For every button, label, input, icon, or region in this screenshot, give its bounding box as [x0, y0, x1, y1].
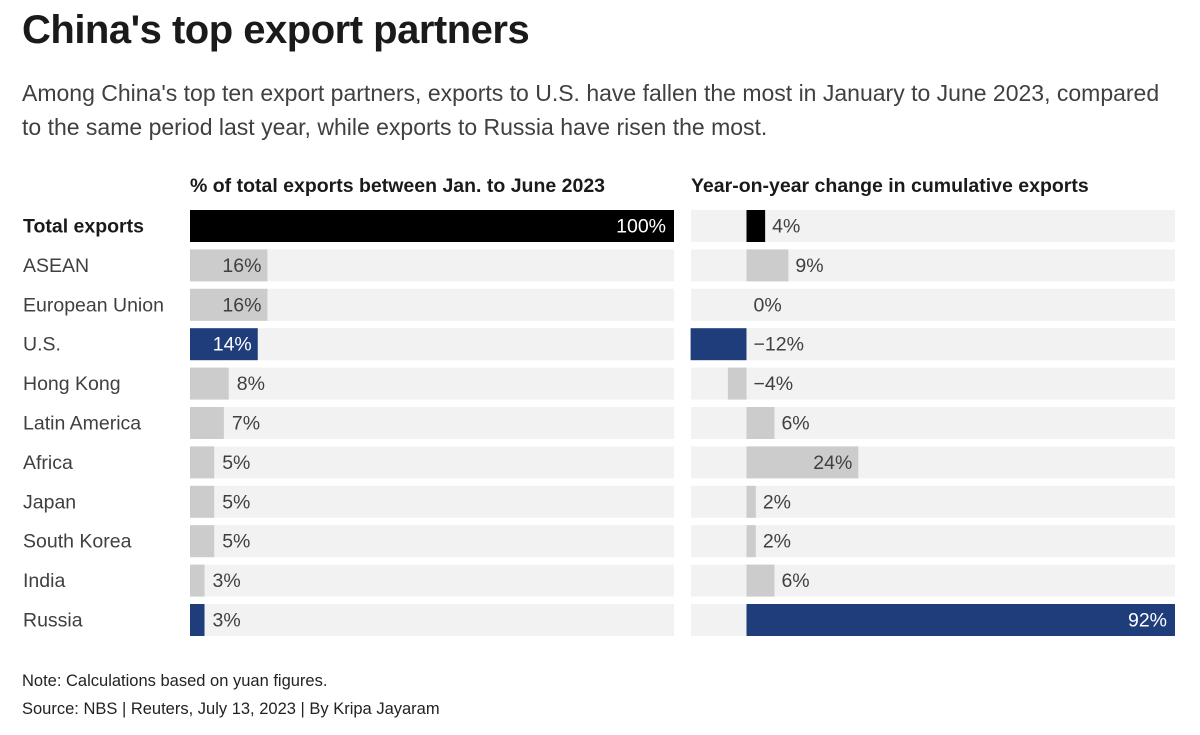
bar-track-yoy: [691, 485, 1175, 518]
bar-yoy: [746, 564, 775, 597]
data-label-yoy: 24%: [813, 452, 852, 474]
category-label: Latin America: [23, 413, 141, 435]
bar-yoy: [746, 485, 756, 518]
bar-track-share: [190, 367, 674, 400]
panel-title-share: % of total exports between Jan. to June …: [190, 175, 606, 197]
bar-track-share: [190, 328, 674, 361]
bar-share: [190, 210, 674, 242]
category-label: Russia: [23, 610, 83, 632]
bar-yoy: [746, 249, 789, 282]
chart-note: Note: Calculations based on yuan figures…: [22, 672, 328, 690]
data-label-yoy: 2%: [763, 531, 791, 553]
bar-share: [190, 328, 258, 361]
data-label-share: 100%: [616, 216, 666, 238]
bar-share: [190, 407, 224, 439]
bar-share: [190, 367, 229, 400]
bar-track-share: [190, 564, 674, 597]
category-label: ASEAN: [23, 255, 89, 277]
bar-track-share: [190, 525, 674, 558]
bar-track-yoy: [691, 328, 1175, 361]
data-label-share: 16%: [222, 294, 261, 316]
panel-title-yoy: Year-on-year change in cumulative export…: [691, 175, 1089, 197]
bar-yoy: [746, 604, 1175, 636]
bar-track-share: [190, 446, 674, 479]
bar-yoy: [746, 407, 775, 439]
bar-track-yoy: [691, 525, 1175, 558]
category-label: South Korea: [23, 531, 132, 553]
bar-track-share: [190, 485, 674, 518]
bar-share: [190, 249, 268, 282]
data-label-yoy: 2%: [763, 491, 791, 513]
category-label: Africa: [23, 452, 73, 474]
category-label: Total exports: [23, 216, 144, 238]
chart-title: China's top export partners: [22, 8, 530, 52]
category-label: U.S.: [23, 334, 61, 356]
bar-share: [190, 525, 215, 558]
data-label-yoy: 0%: [754, 294, 782, 316]
bar-track-share: [190, 249, 674, 282]
data-label-share: 14%: [213, 334, 252, 356]
bar-share: [190, 288, 268, 321]
data-label-yoy: 6%: [781, 413, 809, 435]
bar-share: [190, 446, 215, 479]
bar-yoy: [746, 446, 859, 479]
data-label-share: 5%: [222, 491, 250, 513]
bar-share: [190, 564, 205, 597]
bar-chart: Total exports 100% 4% ASEAN 16% 9% European Un…: [23, 210, 1175, 636]
category-label: India: [23, 570, 65, 592]
data-label-yoy: −4%: [754, 373, 794, 395]
bar-track-share: [190, 604, 674, 636]
data-label-share: 5%: [222, 452, 250, 474]
data-label-share: 5%: [222, 531, 250, 553]
data-label-yoy: 9%: [795, 255, 823, 277]
data-label-share: 3%: [213, 570, 241, 592]
bar-track-yoy: [691, 210, 1175, 242]
data-label-yoy: 92%: [1128, 610, 1167, 632]
data-label-yoy: 4%: [772, 216, 800, 238]
data-label-share: 7%: [232, 413, 260, 435]
data-label-share: 16%: [222, 255, 261, 277]
category-label: European Union: [23, 294, 164, 316]
bar-yoy: [746, 210, 766, 242]
data-label-share: 8%: [237, 373, 265, 395]
category-label: Hong Kong: [23, 373, 121, 395]
data-label-yoy: −12%: [754, 334, 804, 356]
bar-yoy: [727, 367, 747, 400]
bar-share: [190, 604, 205, 636]
category-label: Japan: [23, 491, 76, 513]
bar-track-share: [190, 288, 674, 321]
data-label-share: 3%: [213, 610, 241, 632]
chart-source: Source: NBS | Reuters, July 13, 2023 | B…: [22, 700, 440, 718]
chart-subtitle: Among China's top ten export partners, e…: [22, 80, 1160, 140]
bar-track-share: [190, 407, 674, 439]
data-label-yoy: 6%: [781, 570, 809, 592]
bar-yoy: [690, 328, 747, 361]
bar-track-yoy: [691, 367, 1175, 400]
bar-share: [190, 485, 215, 518]
bar-yoy: [746, 525, 756, 558]
bar-track-yoy: [691, 288, 1175, 321]
